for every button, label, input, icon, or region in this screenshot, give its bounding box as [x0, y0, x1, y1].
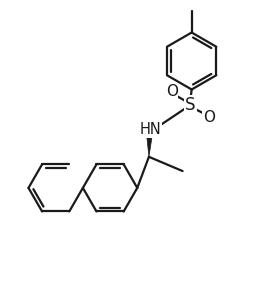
Polygon shape — [146, 125, 154, 157]
Text: HN: HN — [139, 122, 161, 137]
Text: O: O — [203, 111, 215, 125]
Text: O: O — [166, 84, 178, 99]
Text: S: S — [185, 96, 196, 114]
